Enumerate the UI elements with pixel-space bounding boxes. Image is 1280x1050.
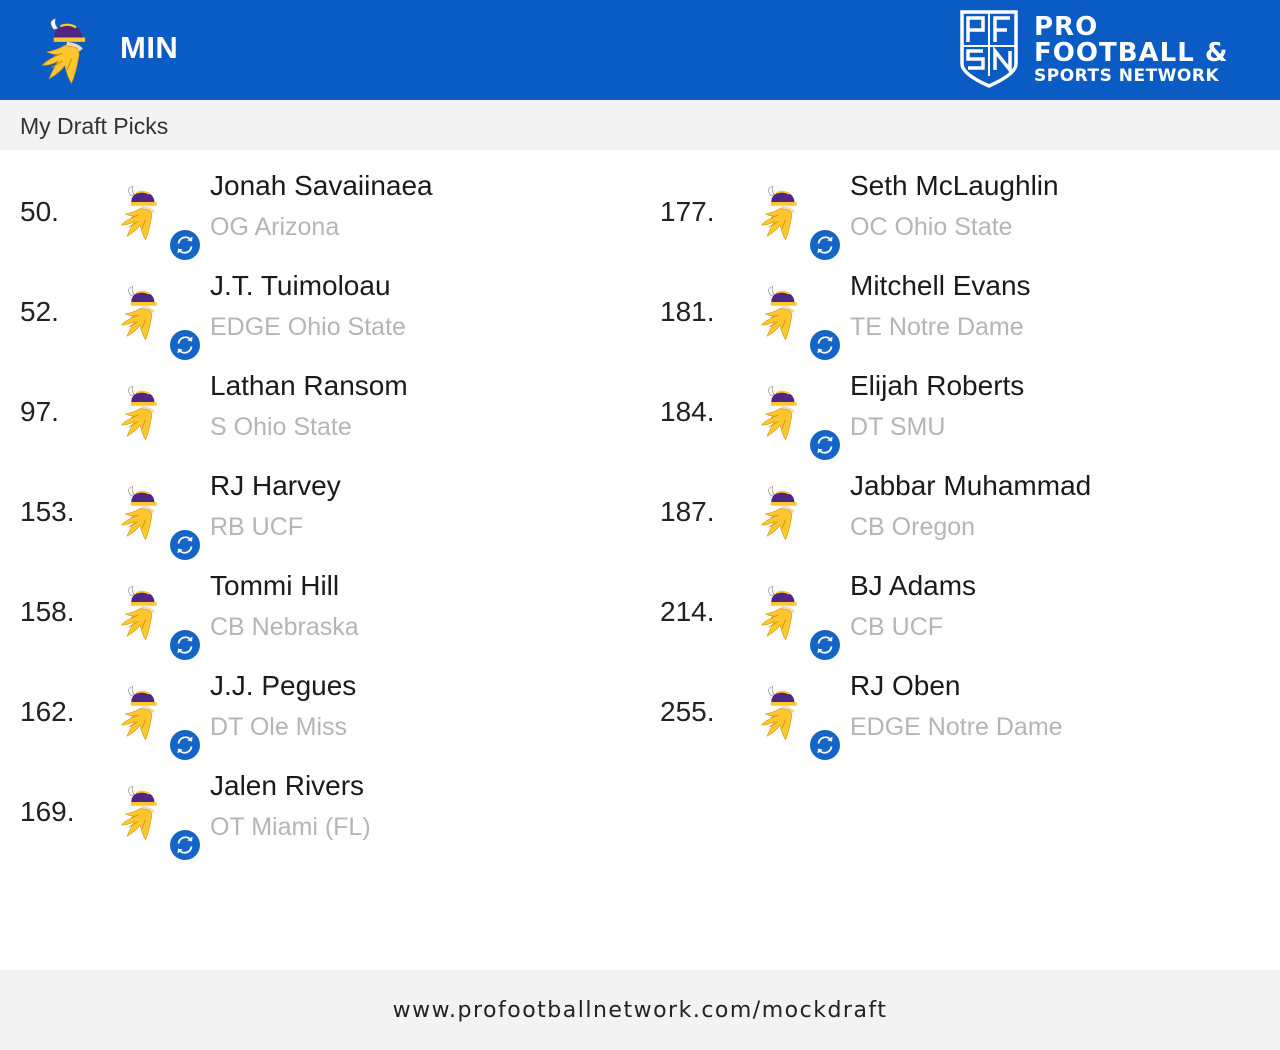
trade-swap-icon[interactable] — [170, 730, 200, 760]
vikings-logo-icon — [758, 186, 804, 242]
vikings-logo-icon — [118, 586, 164, 642]
draft-pick-row[interactable]: 52. J.T. Tuimoloau EDGE Ohio State — [20, 270, 620, 386]
vikings-logo-icon — [758, 586, 804, 642]
player-name: J.J. Pegues — [210, 670, 357, 701]
section-title: My Draft Picks — [20, 113, 169, 139]
player-name: Seth McLaughlin — [850, 170, 1059, 201]
player-name: Elijah Roberts — [850, 370, 1025, 401]
vikings-logo-icon — [758, 286, 804, 342]
trade-swap-icon[interactable] — [170, 830, 200, 860]
draft-pick-row[interactable]: 169. Jalen Rivers OT Miami (FL) — [20, 770, 620, 886]
header-bar: MIN PRO FOOTBALL & SPORTS NETWORK — [0, 0, 1280, 100]
player-name: Jabbar Muhammad — [850, 470, 1092, 501]
pick-number: 50. — [20, 196, 59, 227]
player-name: J.T. Tuimoloau — [210, 270, 391, 301]
vikings-logo-icon — [118, 386, 164, 442]
vikings-logo-icon — [118, 686, 164, 742]
trade-swap-icon[interactable] — [810, 430, 840, 460]
brand-line-3: SPORTS NETWORK — [1034, 66, 1220, 86]
trade-swap-icon[interactable] — [810, 630, 840, 660]
pick-number: 52. — [20, 296, 59, 327]
player-name: Jonah Savaiinaea — [210, 170, 433, 201]
pick-number: 181. — [660, 296, 715, 327]
vikings-logo-icon — [758, 386, 804, 442]
player-position-school: DT Ole Miss — [210, 713, 348, 741]
team-abbreviation: MIN — [120, 30, 179, 65]
pick-number: 97. — [20, 396, 59, 427]
player-position-school: EDGE Notre Dame — [850, 713, 1063, 741]
pick-number: 153. — [20, 496, 75, 527]
pick-number: 162. — [20, 696, 75, 727]
vikings-logo-icon — [758, 486, 804, 542]
player-name: Mitchell Evans — [850, 270, 1031, 301]
vikings-logo-icon — [118, 286, 164, 342]
player-position-school: DT SMU — [850, 413, 946, 441]
brand-wordmark: PRO FOOTBALL & SPORTS NETWORK — [1034, 14, 1229, 86]
draft-pick-row[interactable]: 153. RJ Harvey RB UCF — [20, 470, 620, 586]
vikings-logo-icon — [118, 186, 164, 242]
draft-pick-row[interactable]: 162. J.J. Pegues DT Ole Miss — [20, 670, 620, 786]
pick-number: 187. — [660, 496, 715, 527]
player-position-school: CB Nebraska — [210, 613, 359, 641]
player-position-school: CB Oregon — [850, 513, 976, 541]
draft-pick-row[interactable]: 214. BJ Adams CB UCF — [660, 570, 1260, 686]
player-position-school: OT Miami (FL) — [210, 813, 371, 841]
player-position-school: CB UCF — [850, 613, 944, 641]
player-position-school: S Ohio State — [210, 413, 352, 441]
player-name: BJ Adams — [850, 570, 977, 601]
brand-line-1: PRO — [1034, 12, 1099, 42]
draft-pick-row[interactable]: 158. Tommi Hill CB Nebraska — [20, 570, 620, 686]
pick-number: 158. — [20, 596, 75, 627]
player-name: Tommi Hill — [210, 570, 340, 601]
vikings-logo-icon — [758, 686, 804, 742]
vikings-logo-icon — [118, 786, 164, 842]
pick-number: 255. — [660, 696, 715, 727]
pick-number: 184. — [660, 396, 715, 427]
player-position-school: OG Arizona — [210, 213, 340, 241]
draft-pick-row[interactable]: 255. RJ Oben EDGE Notre Dame — [660, 670, 1260, 786]
pfsn-shield-icon — [960, 10, 1018, 88]
player-position-school: RB UCF — [210, 513, 304, 541]
player-name: Lathan Ransom — [210, 370, 408, 401]
trade-swap-icon[interactable] — [170, 330, 200, 360]
pick-number: 169. — [20, 796, 75, 827]
player-name: RJ Oben — [850, 670, 961, 701]
draft-pick-row[interactable]: 181. Mitchell Evans TE Notre Dame — [660, 270, 1260, 386]
player-name: Jalen Rivers — [210, 770, 365, 801]
trade-swap-icon[interactable] — [170, 530, 200, 560]
draft-pick-row[interactable]: 177. Seth McLaughlin OC Ohio State — [660, 170, 1260, 286]
vikings-logo-icon — [38, 18, 94, 86]
player-position-school: EDGE Ohio State — [210, 313, 406, 341]
player-name: RJ Harvey — [210, 470, 341, 501]
draft-pick-row[interactable]: 184. Elijah Roberts DT SMU — [660, 370, 1260, 486]
pfsn-brand-logo[interactable]: PRO FOOTBALL & SPORTS NETWORK — [958, 8, 1268, 92]
draft-pick-row[interactable]: 50. Jonah Savaiinaea OG Arizona — [20, 170, 620, 286]
subheader-bar: My Draft Picks — [0, 100, 1280, 150]
trade-swap-icon[interactable] — [810, 230, 840, 260]
draft-pick-row[interactable]: 187. Jabbar Muhammad CB Oregon — [660, 470, 1260, 586]
pick-number: 177. — [660, 196, 715, 227]
footer-url-link[interactable]: www.profootballnetwork.com/mockdraft — [392, 998, 888, 1023]
footer-bar: www.profootballnetwork.com/mockdraft — [0, 970, 1280, 1050]
trade-swap-icon[interactable] — [170, 230, 200, 260]
player-position-school: OC Ohio State — [850, 213, 1013, 241]
trade-swap-icon[interactable] — [810, 330, 840, 360]
player-position-school: TE Notre Dame — [850, 313, 1024, 341]
trade-swap-icon[interactable] — [810, 730, 840, 760]
pick-number: 214. — [660, 596, 715, 627]
brand-line-2: FOOTBALL & — [1034, 38, 1229, 68]
trade-swap-icon[interactable] — [170, 630, 200, 660]
vikings-logo-icon — [118, 486, 164, 542]
draft-pick-row[interactable]: 97. Lathan Ransom S Ohio State — [20, 370, 620, 486]
